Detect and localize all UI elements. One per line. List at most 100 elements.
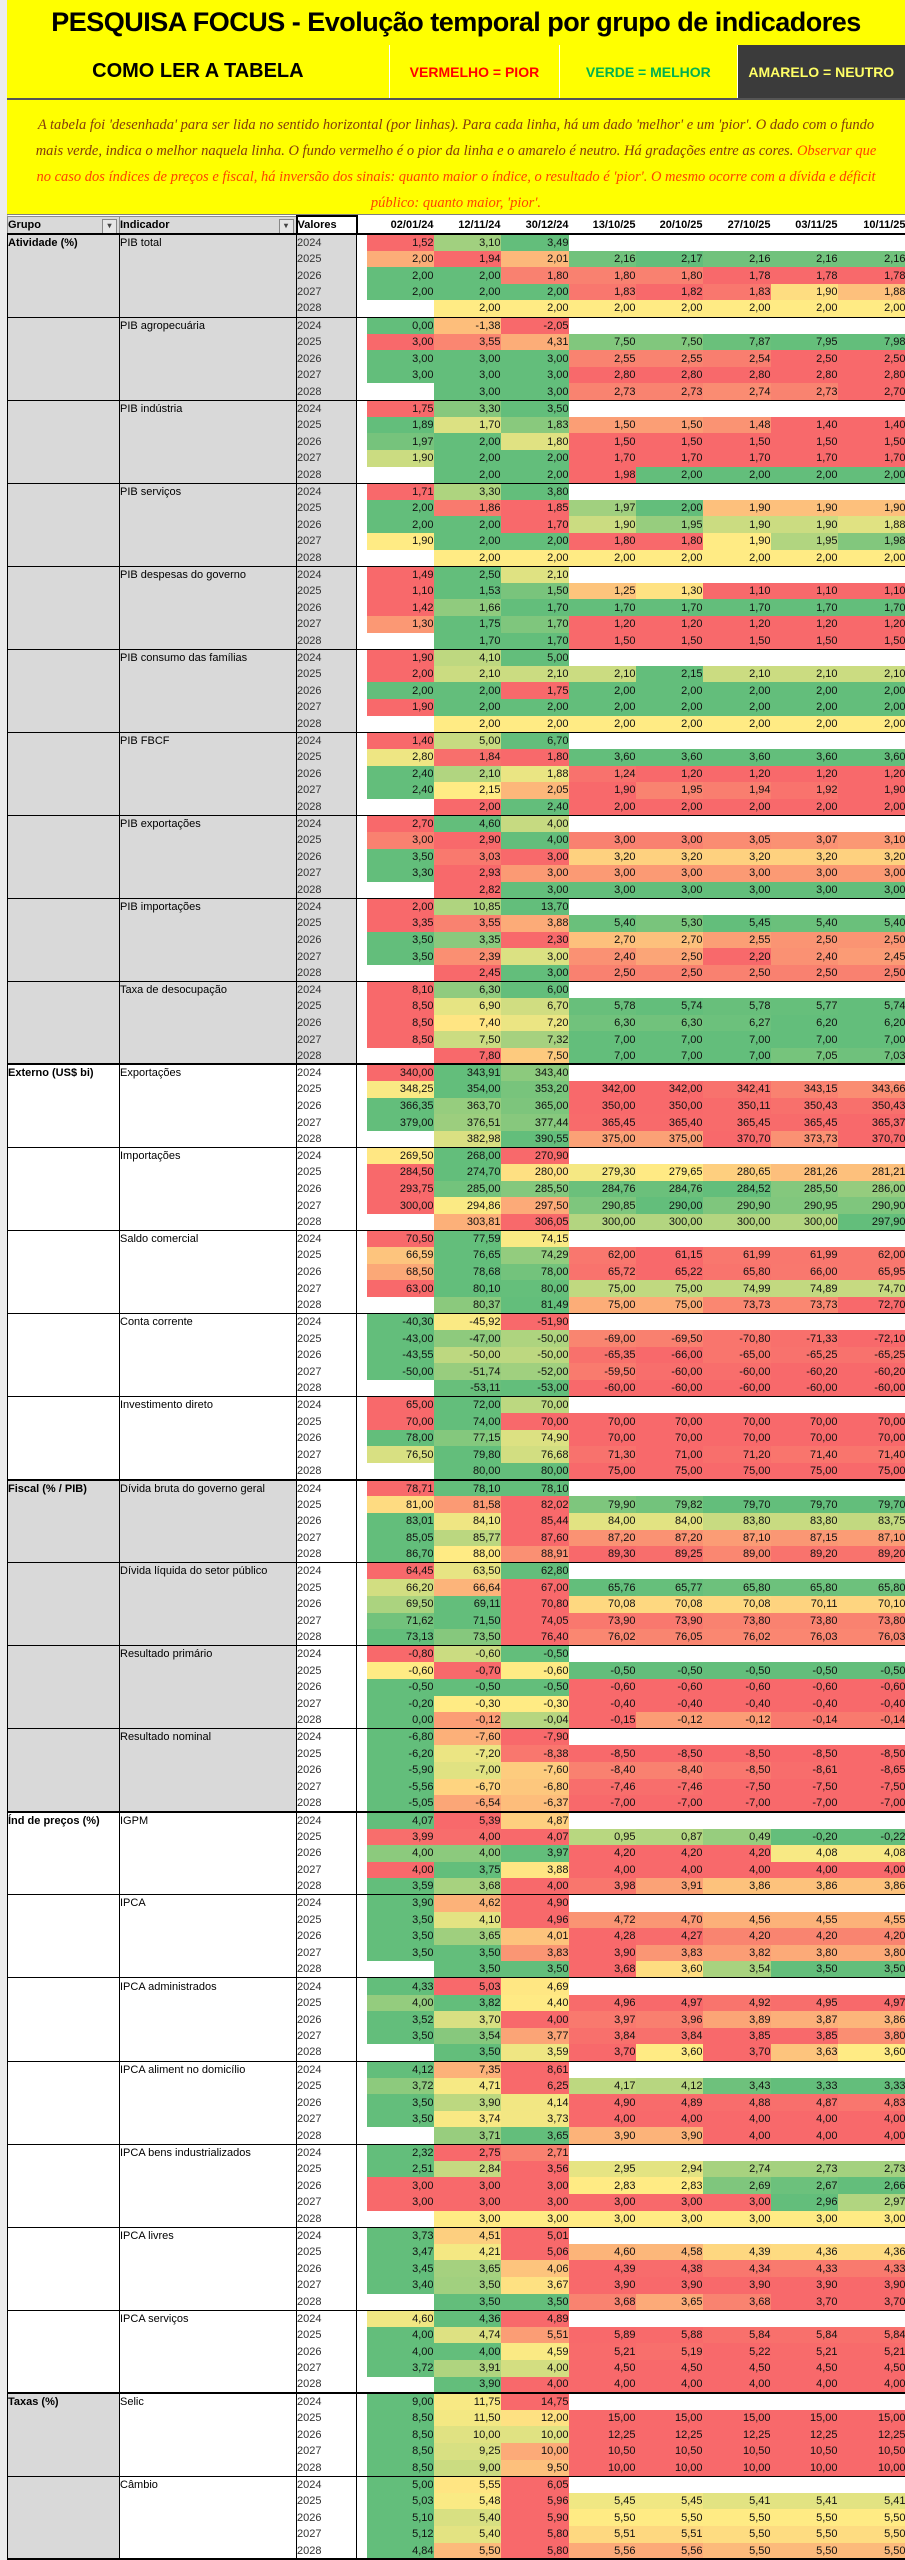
value-cell[interactable] [366, 632, 434, 650]
value-cell[interactable]: 5,50 [702, 2526, 771, 2543]
indicator-label-cell[interactable] [119, 2243, 297, 2261]
group-label-cell[interactable] [7, 2309, 120, 2327]
value-cell[interactable]: 6,30 [635, 1014, 703, 1032]
value-cell[interactable]: 1,94 [433, 250, 501, 268]
group-label-cell[interactable] [7, 1031, 120, 1048]
year-cell[interactable]: 2025 [296, 1911, 357, 1929]
value-cell[interactable]: 3,00 [568, 865, 636, 882]
group-label-cell[interactable] [7, 2077, 120, 2095]
value-cell[interactable]: 4,60 [568, 2243, 636, 2261]
value-cell[interactable]: -0,60 [568, 1679, 636, 1696]
value-cell[interactable]: 3,10 [433, 233, 501, 251]
value-cell[interactable]: 75,00 [635, 1463, 703, 1480]
value-cell[interactable]: 4,59 [500, 2343, 569, 2360]
indicator-label-cell[interactable]: PIB despesas do governo [119, 565, 297, 583]
value-cell[interactable]: 3,35 [433, 931, 501, 949]
value-cell[interactable]: 4,00 [500, 1878, 569, 1895]
value-cell[interactable] [568, 814, 636, 832]
value-cell[interactable]: 84,00 [568, 1512, 636, 1530]
group-label-cell[interactable] [7, 1330, 120, 1347]
value-cell[interactable]: 4,58 [635, 2243, 703, 2261]
year-cell[interactable]: 2028 [296, 300, 357, 318]
value-cell[interactable]: 66,20 [366, 1579, 434, 1596]
value-cell[interactable]: 3,00 [433, 350, 501, 367]
group-label-cell[interactable] [7, 1546, 120, 1563]
value-cell[interactable]: 1,75 [433, 616, 501, 633]
value-cell[interactable]: 76,03 [770, 1629, 838, 1646]
value-cell[interactable]: 10,50 [770, 2443, 838, 2460]
year-cell[interactable]: 2026 [296, 2094, 357, 2111]
value-cell[interactable]: 79,70 [702, 1496, 771, 1513]
indicator-label-cell[interactable] [119, 881, 297, 899]
group-label-cell[interactable] [7, 1728, 120, 1746]
value-cell[interactable]: -0,30 [433, 1695, 501, 1713]
value-cell[interactable]: 8,50 [366, 998, 434, 1015]
group-label-cell[interactable] [7, 1180, 120, 1198]
year-cell[interactable]: 2024 [296, 1810, 357, 1829]
value-cell[interactable]: 342,00 [568, 1081, 636, 1098]
value-cell[interactable]: 2,32 [366, 2143, 434, 2161]
year-cell[interactable]: 2026 [296, 1928, 357, 1945]
value-cell[interactable]: 2,00 [635, 798, 703, 816]
group-label-cell[interactable] [7, 1213, 120, 1231]
value-cell[interactable] [770, 482, 838, 500]
value-cell[interactable]: 1,50 [500, 582, 569, 600]
value-cell[interactable]: 7,87 [702, 333, 771, 351]
value-cell[interactable] [635, 897, 703, 915]
value-cell[interactable]: 2,45 [837, 948, 905, 965]
value-cell[interactable]: 3,43 [702, 2077, 771, 2095]
value-cell[interactable] [702, 1396, 771, 1414]
value-cell[interactable]: 285,00 [433, 1180, 501, 1198]
value-cell[interactable]: 2,82 [433, 881, 501, 899]
value-cell[interactable]: 3,72 [366, 2360, 434, 2377]
year-cell[interactable]: 2025 [296, 333, 357, 351]
value-cell[interactable]: 365,40 [635, 1114, 703, 1131]
value-cell[interactable]: -60,00 [837, 1380, 905, 1397]
group-label-cell[interactable] [7, 449, 120, 467]
value-cell[interactable]: 2,94 [635, 2160, 703, 2178]
value-cell[interactable]: 4,10 [433, 1911, 501, 1929]
value-cell[interactable] [702, 233, 771, 251]
group-label-cell[interactable] [7, 1778, 120, 1796]
year-cell[interactable]: 2027 [296, 2526, 357, 2543]
value-cell[interactable]: 3,90 [568, 2276, 636, 2294]
group-label-cell[interactable] [7, 1413, 120, 1430]
value-cell[interactable]: 3,00 [366, 831, 434, 849]
value-cell[interactable] [770, 1396, 838, 1414]
group-label-cell[interactable] [7, 2127, 120, 2145]
value-cell[interactable]: 4,84 [366, 2542, 434, 2560]
indicator-label-cell[interactable]: Exportações [119, 1063, 297, 1082]
value-cell[interactable] [770, 814, 838, 832]
value-cell[interactable] [770, 1810, 838, 1829]
value-cell[interactable]: 2,10 [500, 565, 569, 583]
value-cell[interactable]: 9,25 [433, 2443, 501, 2460]
value-cell[interactable]: 6,25 [500, 2077, 569, 2095]
value-cell[interactable]: 3,98 [568, 1878, 636, 1895]
value-cell[interactable] [837, 1396, 905, 1414]
year-cell[interactable]: 2027 [296, 1114, 357, 1131]
indicator-label-cell[interactable] [119, 1496, 297, 1513]
value-cell[interactable]: -2,05 [500, 316, 569, 334]
value-cell[interactable]: 2,00 [635, 466, 703, 484]
year-cell[interactable]: 2024 [296, 1728, 357, 1746]
value-cell[interactable]: 390,55 [500, 1130, 569, 1148]
value-cell[interactable]: 3,00 [837, 865, 905, 882]
value-cell[interactable]: 70,00 [500, 1413, 569, 1430]
indicator-label-cell[interactable] [119, 2426, 297, 2444]
value-cell[interactable]: 70,00 [635, 1413, 703, 1430]
value-cell[interactable]: 85,05 [366, 1529, 434, 1547]
value-cell[interactable]: 1,98 [568, 466, 636, 484]
value-cell[interactable]: 4,97 [635, 1994, 703, 2012]
value-cell[interactable] [770, 1230, 838, 1248]
group-label-cell[interactable] [7, 333, 120, 351]
value-cell[interactable]: 2,73 [770, 2160, 838, 2178]
group-label-cell[interactable] [7, 1679, 120, 1696]
value-cell[interactable]: 5,84 [837, 2326, 905, 2344]
value-cell[interactable]: 4,90 [568, 2094, 636, 2111]
value-cell[interactable]: 1,90 [366, 648, 434, 666]
value-cell[interactable]: 2,45 [433, 964, 501, 982]
value-cell[interactable]: 89,25 [635, 1546, 703, 1563]
value-cell[interactable]: 1,50 [837, 433, 905, 450]
value-cell[interactable]: 2,95 [568, 2160, 636, 2178]
value-cell[interactable]: 74,05 [500, 1612, 569, 1630]
